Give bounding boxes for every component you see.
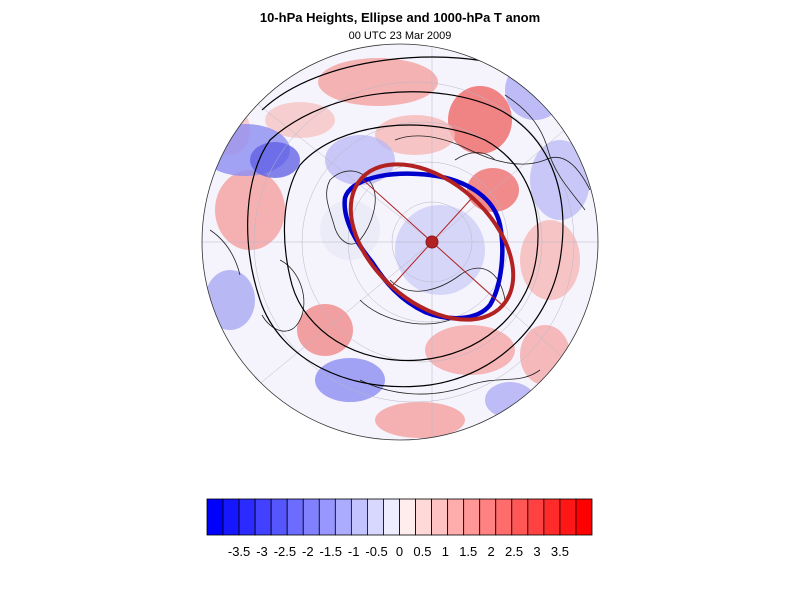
colorbar-box [318,498,336,536]
colorbar-box [479,498,497,536]
colorbar-box [399,498,416,536]
colorbar-box [463,498,481,536]
colorbar-box [383,498,400,536]
colorbar-tick-label: 2 [488,544,495,559]
colorbar-tick-label: -2 [302,544,314,559]
map-subtitle: 00 UTC 23 Mar 2009 [348,30,452,42]
colorbar-tick-label: -2.5 [274,544,296,559]
colorbar-box [367,498,384,536]
colorbar-box [302,498,320,536]
colorbar-box [543,498,561,536]
colorbar-box [206,498,224,536]
colorbar-tick-label: 2.5 [505,544,523,559]
colorbar-box [559,498,577,536]
colorbar-box [238,498,256,536]
colorbar-tick-label: 1 [442,544,449,559]
temperature-anomaly-field [202,44,598,440]
colorbar-box [511,498,529,536]
colorbar-box [447,498,465,536]
fitted-ellipse [348,162,516,322]
colorbar-tick-label: -1.5 [320,544,342,559]
colorbar-tick-label: 3 [533,544,540,559]
colorbar-box [527,498,545,536]
colorbar-box [334,498,352,536]
colorbar-box [270,498,288,536]
colorbar-tick-label: 3.5 [551,544,569,559]
colorbar-tick-label: 1.5 [459,544,477,559]
colorbar-box [286,498,304,536]
colorbar-labels: -3.5 -3 -2.5 -2 -1.5 -1 -0.5 0 0.5 1 1.5 2 2.5 3 3.5 [228,544,569,559]
colorbar-box [350,498,368,536]
colorbar-tick-label: -3.5 [228,544,250,559]
colorbar-box [254,498,272,536]
ellipse-center-marker [425,235,439,249]
colorbar-box [415,498,432,536]
globe-outline [201,43,599,441]
colorbar-tick-label: 0 [396,544,403,559]
colorbar-tick-label: -1 [348,544,360,559]
colorbar-tick-label: 0.5 [413,544,431,559]
map-title: 10-hPa Heights, Ellipse and 1000-hPa T a… [259,10,541,25]
colorbar-box [575,498,593,536]
coastlines [209,94,591,395]
colorbar-box [222,498,240,536]
colorbar-box [495,498,513,536]
colorbar-box [431,498,449,536]
colorbar-tick-label: -0.5 [365,544,387,559]
colorbar-boxes [206,498,593,536]
colorbar-tick-label: -3 [256,544,268,559]
